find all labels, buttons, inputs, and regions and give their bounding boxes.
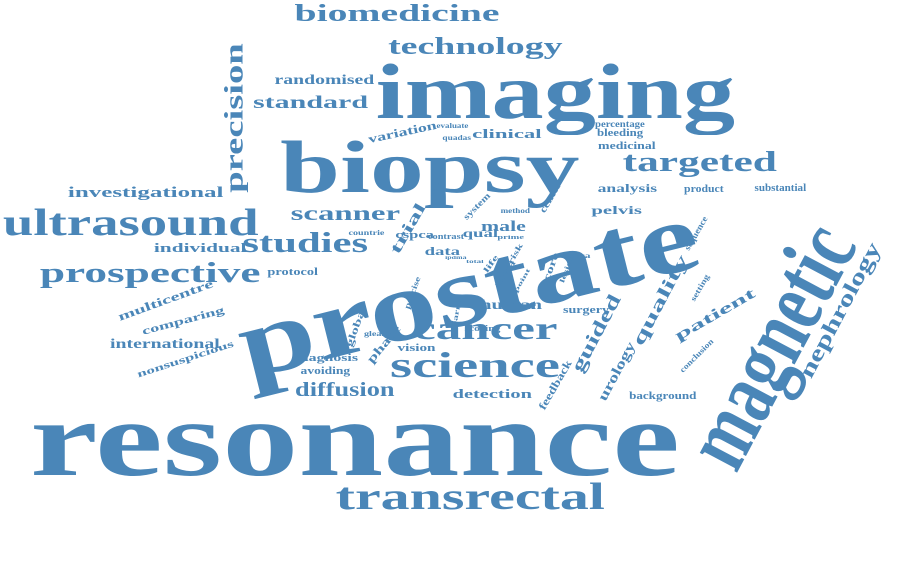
word-vision: vision	[396, 343, 436, 354]
word-evaluate: evaluate	[436, 121, 468, 130]
word-ultrasound: ultrasound	[2, 202, 259, 244]
word-biomedicine: biomedicine	[294, 1, 500, 27]
word-substantial: substantial	[754, 183, 806, 194]
word-clinical: clinical	[472, 125, 542, 141]
word-method: method	[500, 206, 530, 215]
word-prospective: prospective	[39, 258, 261, 289]
word-protocol: protocol	[266, 267, 318, 278]
word-product: product	[684, 184, 724, 195]
word-cspca: cspca	[394, 230, 434, 241]
word-investigational: investigational	[67, 184, 223, 201]
word-analysis: analysis	[597, 181, 657, 195]
word-qual: qual	[462, 226, 498, 240]
word-background: background	[629, 391, 697, 402]
word-quadas: quadas	[441, 133, 471, 142]
word-cspca-small: cspca	[563, 251, 591, 260]
word-international: international	[110, 337, 220, 352]
word-ipdma: ipdma	[445, 255, 467, 261]
word-precision: precision	[218, 43, 248, 193]
word-total: total	[466, 259, 484, 265]
word-targeted: targeted	[622, 147, 777, 178]
word-scoring: scoring	[464, 324, 500, 333]
word-biopsy: biopsy	[280, 127, 580, 209]
word-standard: standard	[252, 92, 368, 112]
word-resonance: resonance	[30, 380, 680, 499]
word-countries: countrie	[348, 228, 384, 237]
word-scanner: scanner	[290, 203, 400, 225]
word-diffusion: diffusion	[295, 379, 395, 401]
word-percentage: percentage	[595, 118, 645, 129]
word-studies: studies	[242, 228, 369, 259]
word-transrectal: transrectal	[335, 476, 605, 518]
word-technology: technology	[387, 34, 563, 60]
word-data: data	[424, 244, 460, 258]
word-diagnosis: diagnosis	[294, 351, 358, 364]
word-surgery: surgery	[562, 303, 610, 316]
word-bleeding: bleeding	[596, 128, 644, 139]
word-randomised: randomised	[274, 73, 374, 88]
word-detection: detection	[452, 385, 532, 401]
word-prime: prime	[496, 235, 524, 241]
word-gleason: gleason	[363, 329, 397, 338]
word-male: male	[480, 218, 526, 235]
word-imaging: imaging	[375, 48, 735, 135]
word-pelvis: pelvis	[590, 203, 642, 217]
word-medicinal: medicinal	[598, 141, 656, 152]
word-individual: individual	[153, 239, 247, 255]
word-cancer: cancer	[412, 310, 557, 346]
word-avoiding: avoiding	[300, 366, 350, 377]
word-science: science	[390, 345, 560, 385]
word-human: human	[479, 298, 543, 313]
word-contrast: contrast	[427, 232, 465, 241]
